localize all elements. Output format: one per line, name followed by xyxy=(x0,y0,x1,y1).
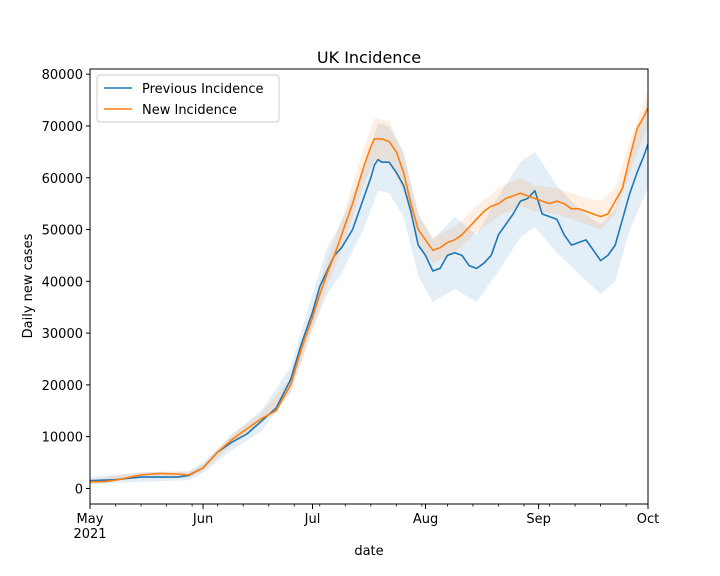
y-tick-label: 10000 xyxy=(42,431,83,446)
x-tick-label: Sep xyxy=(526,512,551,527)
y-tick-label: 80000 xyxy=(42,68,83,83)
y-tick-label: 30000 xyxy=(42,327,83,342)
y-tick-label: 60000 xyxy=(42,172,83,187)
y-tick-label: 20000 xyxy=(42,379,83,394)
band-previous-incidence xyxy=(90,100,648,485)
y-axis-label: Daily new cases xyxy=(21,233,36,338)
y-tick-label: 40000 xyxy=(42,275,83,290)
confidence-bands xyxy=(90,89,648,485)
line-previous-incidence xyxy=(89,143,649,482)
x-tick-label: Jul xyxy=(304,512,321,527)
x-tick-label: Jun xyxy=(192,512,213,527)
line-new-incidence xyxy=(90,107,649,483)
series-lines xyxy=(89,107,649,483)
x-tick-label: Oct xyxy=(637,512,659,527)
y-tick-label: 70000 xyxy=(42,120,83,135)
band-new-incidence xyxy=(90,89,648,484)
chart-title: UK Incidence xyxy=(317,48,421,67)
y-tick-label: 0 xyxy=(75,482,83,497)
plot-frame xyxy=(89,68,649,505)
legend-label-previous-incidence: Previous Incidence xyxy=(142,82,264,97)
x-axis-label: date xyxy=(354,544,383,559)
legend-box xyxy=(96,74,280,123)
x-tick-label: May xyxy=(77,512,104,527)
legend-label-new-incidence: New Incidence xyxy=(142,103,237,118)
x-tick-sublabel: 2021 xyxy=(73,527,106,542)
y-tick-label: 50000 xyxy=(42,224,83,239)
legend: Previous Incidence New Incidence xyxy=(96,74,280,123)
x-tick-label: Aug xyxy=(413,512,438,527)
y-axis: 0 10000 20000 30000 40000 50000 60000 70000 8000… xyxy=(42,68,90,497)
